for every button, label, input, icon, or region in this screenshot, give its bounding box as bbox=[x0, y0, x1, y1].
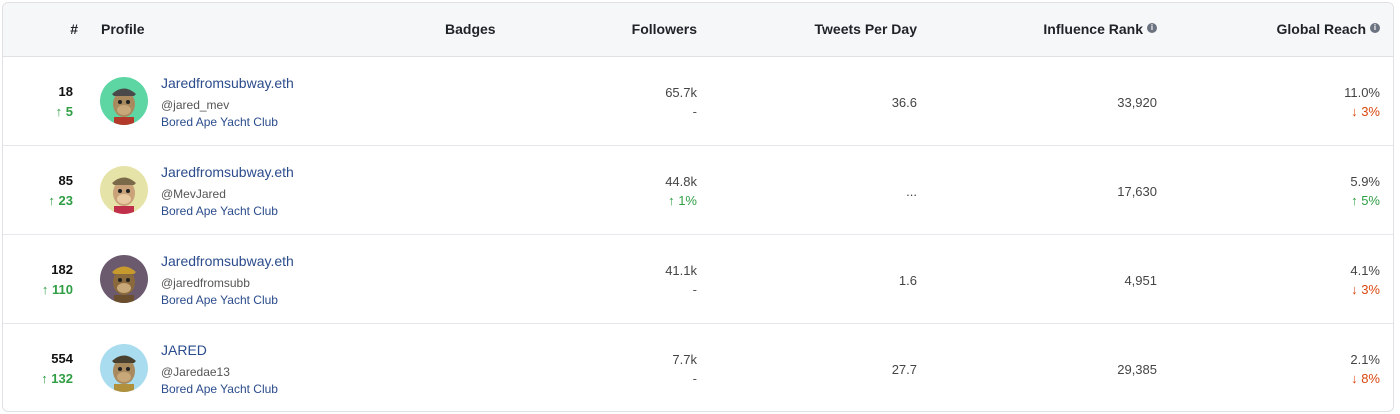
avatar[interactable] bbox=[100, 166, 148, 214]
table-row[interactable]: 85 ↑ 23 Jaredfromsubway.eth @MevJared Bo… bbox=[3, 146, 1393, 235]
collection-link[interactable]: Bored Ape Yacht Club bbox=[161, 204, 278, 218]
rank-change: ↑ 110 bbox=[41, 282, 73, 297]
profile-name-link[interactable]: Jaredfromsubway.eth bbox=[161, 164, 294, 180]
collection-link[interactable]: Bored Ape Yacht Club bbox=[161, 115, 278, 129]
global-reach-value: 5.9% bbox=[1350, 174, 1380, 189]
profile-name-link[interactable]: Jaredfromsubway.eth bbox=[161, 253, 294, 269]
global-reach-change: ↑ 5% bbox=[1351, 193, 1380, 208]
column-header-tweets-per-day[interactable]: Tweets Per Day bbox=[814, 21, 917, 37]
followers-value: 65.7k bbox=[665, 85, 697, 100]
profile-handle: @jaredfromsubb bbox=[161, 276, 250, 290]
collection-link[interactable]: Bored Ape Yacht Club bbox=[161, 293, 278, 307]
info-icon[interactable]: i bbox=[1147, 23, 1157, 34]
column-header-rank[interactable]: # bbox=[70, 21, 78, 37]
avatar[interactable] bbox=[100, 255, 148, 303]
profile-name-link[interactable]: Jaredfromsubway.eth bbox=[161, 75, 294, 91]
collection-link[interactable]: Bored Ape Yacht Club bbox=[161, 382, 278, 396]
rank-change: ↑ 5 bbox=[55, 104, 73, 119]
table-row[interactable]: 18 ↑ 5 Jaredfromsubway.eth @jared_mev Bo… bbox=[3, 57, 1393, 146]
column-header-influence-rank[interactable]: Influence Rank i bbox=[1043, 3, 1157, 56]
influence-rank-value: 33,920 bbox=[1117, 95, 1157, 110]
influence-rank-label: Influence Rank bbox=[1043, 21, 1143, 37]
rank-value: 554 bbox=[51, 351, 73, 366]
profile-handle: @jared_mev bbox=[161, 98, 230, 112]
avatar[interactable] bbox=[100, 344, 148, 392]
followers-change: - bbox=[692, 282, 697, 297]
followers-value: 44.8k bbox=[665, 174, 697, 189]
global-reach-change: ↓ 3% bbox=[1351, 104, 1380, 119]
global-reach-change: ↓ 8% bbox=[1351, 371, 1380, 386]
info-icon[interactable]: i bbox=[1370, 23, 1380, 34]
rank-value: 18 bbox=[58, 84, 73, 99]
profile-handle: @MevJared bbox=[161, 187, 226, 201]
table-row[interactable]: 182 ↑ 110 Jaredfromsubway.eth @jaredfrom… bbox=[3, 235, 1393, 324]
global-reach-change: ↓ 3% bbox=[1351, 282, 1380, 297]
global-reach-value: 4.1% bbox=[1350, 263, 1380, 278]
followers-change: - bbox=[692, 371, 697, 386]
influence-rank-value: 4,951 bbox=[1124, 273, 1157, 288]
global-reach-value: 2.1% bbox=[1350, 352, 1380, 367]
profile-handle: @Jaredae13 bbox=[161, 365, 230, 379]
column-header-profile[interactable]: Profile bbox=[101, 21, 145, 37]
followers-change: ↑ 1% bbox=[668, 193, 697, 208]
tweets-per-day-value: ... bbox=[906, 184, 917, 199]
column-header-followers[interactable]: Followers bbox=[631, 21, 697, 37]
influence-rank-value: 29,385 bbox=[1117, 362, 1157, 377]
table-header: # Profile Badges Followers Tweets Per Da… bbox=[3, 3, 1393, 57]
column-header-badges[interactable]: Badges bbox=[445, 21, 496, 37]
tweets-per-day-value: 1.6 bbox=[898, 273, 917, 288]
tweets-per-day-value: 27.7 bbox=[891, 362, 917, 377]
rank-change: ↑ 132 bbox=[41, 371, 73, 386]
tweets-per-day-value: 36.6 bbox=[891, 95, 917, 110]
rank-change: ↑ 23 bbox=[48, 193, 73, 208]
profile-name-link[interactable]: JARED bbox=[161, 342, 207, 358]
followers-value: 41.1k bbox=[665, 263, 697, 278]
influence-rank-value: 17,630 bbox=[1117, 184, 1157, 199]
global-reach-value: 11.0% bbox=[1344, 85, 1380, 100]
column-header-global-reach[interactable]: Global Reach i bbox=[1277, 3, 1380, 56]
table-row[interactable]: 554 ↑ 132 JARED @Jaredae13 Bored Ape Yac… bbox=[3, 324, 1393, 411]
rank-value: 182 bbox=[51, 262, 73, 277]
global-reach-label: Global Reach bbox=[1276, 21, 1366, 37]
avatar[interactable] bbox=[100, 77, 148, 125]
rank-value: 85 bbox=[58, 173, 73, 188]
followers-value: 7.7k bbox=[672, 352, 697, 367]
followers-change: - bbox=[692, 104, 697, 119]
